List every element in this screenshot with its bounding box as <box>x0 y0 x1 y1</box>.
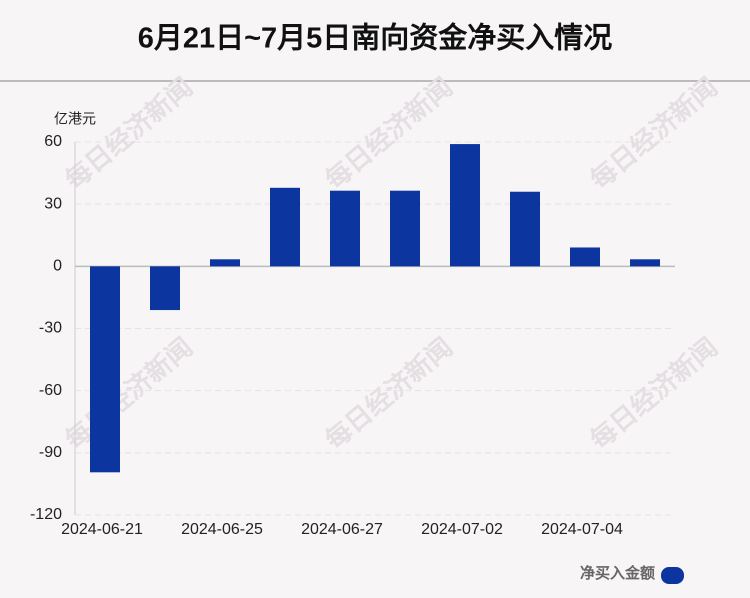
y-tick-label: -30 <box>39 320 62 337</box>
watermark: 每日经济新闻 <box>319 72 458 196</box>
x-tick-label: 2024-07-04 <box>541 521 623 538</box>
watermark: 每日经济新闻 <box>319 332 458 456</box>
bar <box>270 187 300 267</box>
y-tick-label: 60 <box>44 133 62 150</box>
x-tick-label: 2024-07-02 <box>421 521 503 538</box>
bar <box>630 259 660 267</box>
x-tick-label: 2024-06-21 <box>61 521 143 538</box>
watermark: 每日经济新闻 <box>59 332 198 456</box>
legend-swatch <box>661 567 684 584</box>
y-tick-label: 0 <box>53 258 62 275</box>
y-axis-label: 亿港元 <box>54 111 96 127</box>
x-tick-label: 2024-06-27 <box>301 521 383 538</box>
bar <box>210 259 240 267</box>
watermark: 每日经济新闻 <box>584 72 723 196</box>
bar <box>150 266 180 311</box>
watermark: 每日经济新闻 <box>59 72 198 196</box>
y-tick-label: -90 <box>39 444 62 461</box>
bar <box>390 190 420 267</box>
y-tick-label: -60 <box>39 382 62 399</box>
watermark: 每日经济新闻 <box>584 332 723 456</box>
y-tick-label: -120 <box>30 506 62 523</box>
bar <box>510 191 540 267</box>
x-tick-label: 2024-06-25 <box>181 521 263 538</box>
bar <box>570 247 600 267</box>
chart-title: 6月21日~7月5日南向资金净买入情况 <box>138 21 613 55</box>
bar <box>90 266 120 473</box>
y-tick-label: 30 <box>44 195 62 212</box>
bar <box>330 190 360 267</box>
bar <box>450 144 480 267</box>
legend-label: 净买入金额 <box>580 564 655 582</box>
